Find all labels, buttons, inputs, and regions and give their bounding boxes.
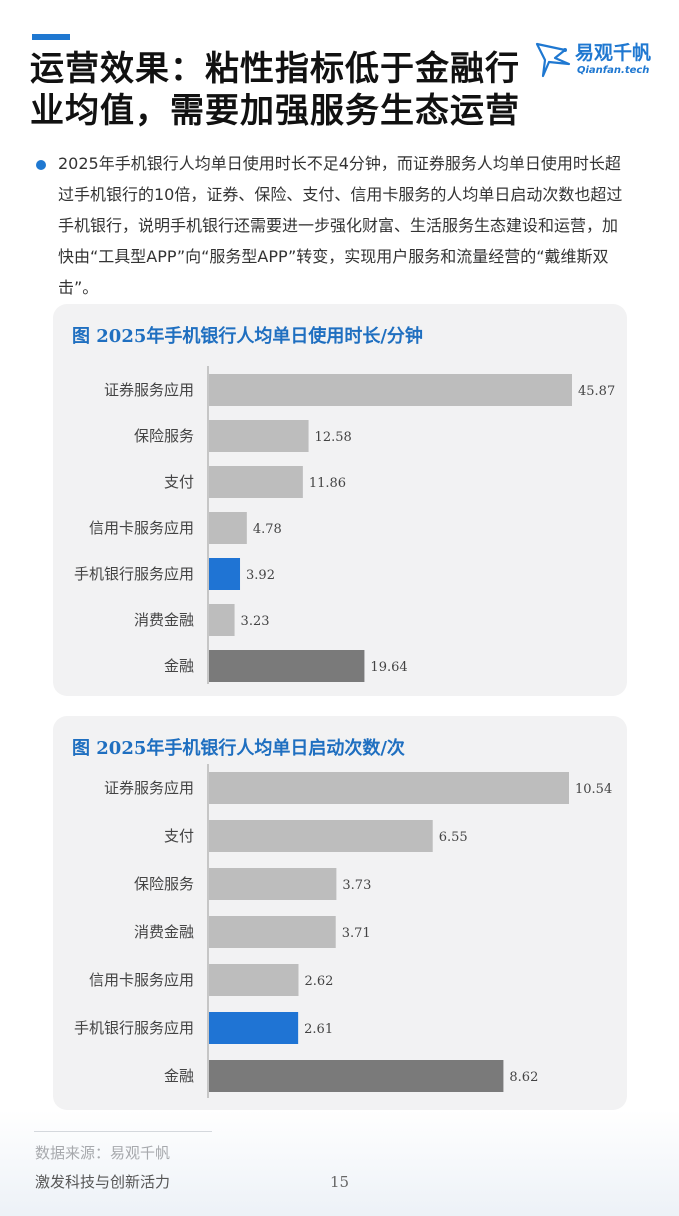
value-label: 11.86 (309, 476, 346, 491)
intro-paragraph: 2025年手机银行人均单日使用时长不足4分钟，而证券服务人均单日使用时长超过手机… (58, 154, 623, 297)
value-label: 19.64 (370, 660, 407, 675)
value-label: 3.92 (246, 568, 275, 583)
value-label: 3.71 (342, 926, 371, 941)
chart-usage-time: 证券服务应用 45.87 保险服务 12.58 支付 11.86 信用卡服务应用 4.78 手机… (74, 366, 615, 684)
logo-text-en: Qianfan.tech (577, 65, 650, 76)
value-label: 12.58 (315, 430, 352, 445)
bar-5 (209, 604, 235, 636)
bar-6 (209, 650, 365, 682)
category-label: 金融 (164, 658, 194, 675)
category-label: 支付 (164, 828, 194, 845)
background-decoration (0, 1110, 679, 1216)
category-label: 手机银行服务应用 (74, 1019, 194, 1037)
footer-divider (34, 1131, 212, 1132)
value-label: 2.61 (304, 1022, 333, 1037)
chart-title: 图 2025年手机银行人均单日使用时长/分钟 (72, 326, 423, 347)
value-label: 8.62 (509, 1070, 538, 1085)
value-label: 45.87 (578, 384, 615, 399)
value-label: 10.54 (575, 782, 612, 797)
chart-panel-launch-count: 图 2025年手机银行人均单日启动次数/次 证券服务应用 10.54 支付 6.55 保… (53, 716, 627, 1110)
value-label: 3.23 (241, 614, 270, 629)
value-label: 6.55 (439, 830, 468, 845)
category-label: 支付 (164, 474, 194, 491)
bar-0 (209, 772, 569, 804)
category-label: 保险服务 (134, 876, 194, 893)
value-label: 2.62 (304, 974, 333, 989)
category-label: 金融 (164, 1068, 194, 1085)
category-label: 证券服务应用 (104, 779, 194, 797)
bar-5 (209, 1012, 299, 1044)
chart-launch-count: 证券服务应用 10.54 支付 6.55 保险服务 3.73 消费金融 3.71 信用卡服务应用… (74, 764, 612, 1098)
bar-2 (209, 466, 303, 498)
bar-4 (209, 558, 241, 590)
category-label: 保险服务 (134, 428, 194, 445)
footer-slogan: 激发科技与创新活力 (35, 1173, 171, 1191)
category-label: 消费金融 (134, 612, 194, 629)
page-number: 15 (330, 1173, 350, 1191)
chart-panel-usage-time: 图 2025年手机银行人均单日使用时长/分钟 证券服务应用 45.87 保险服务 12… (53, 304, 627, 696)
bar-6 (209, 1060, 504, 1092)
category-label: 消费金融 (134, 924, 194, 941)
bar-3 (209, 916, 336, 948)
bullet-dot-icon (36, 160, 46, 170)
value-label: 4.78 (253, 522, 282, 537)
bar-1 (209, 820, 433, 852)
logo-text-cn: 易观千帆 (575, 42, 652, 64)
category-label: 手机银行服务应用 (74, 565, 194, 583)
chart-title: 图 2025年手机银行人均单日启动次数/次 (72, 738, 405, 759)
brand-logo: 易观千帆 Qianfan.tech (535, 38, 660, 83)
bar-2 (209, 868, 337, 900)
category-label: 信用卡服务应用 (89, 971, 194, 989)
title-accent-bar (32, 34, 70, 40)
bar-0 (209, 374, 572, 406)
bar-4 (209, 964, 299, 996)
bar-3 (209, 512, 247, 544)
page-title: 运营效果：粘性指标低于金融行业均值，需要加强服务生态运营 (30, 49, 520, 131)
bar-1 (209, 420, 309, 452)
data-source: 数据来源：易观千帆 (35, 1144, 171, 1162)
logo-bird-icon (535, 42, 571, 78)
category-label: 证券服务应用 (104, 381, 194, 399)
category-label: 信用卡服务应用 (89, 519, 194, 537)
value-label: 3.73 (342, 878, 371, 893)
